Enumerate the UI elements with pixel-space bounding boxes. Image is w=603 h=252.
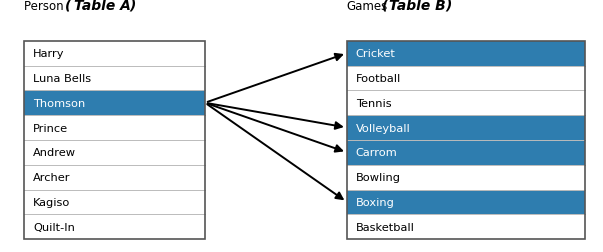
Text: Kagiso: Kagiso	[33, 197, 71, 207]
Text: Games: Games	[347, 0, 388, 13]
Text: Bowling: Bowling	[356, 172, 401, 182]
Bar	[24, 91, 205, 116]
Text: Table A: Table A	[74, 0, 130, 13]
Text: Football: Football	[356, 74, 401, 84]
Bar	[347, 91, 585, 116]
Text: Andrew: Andrew	[33, 148, 76, 158]
Bar	[347, 165, 585, 190]
Text: Person: Person	[24, 0, 68, 13]
Text: Tennis: Tennis	[356, 98, 391, 108]
Text: Cricket: Cricket	[356, 49, 396, 59]
Text: (: (	[65, 0, 72, 13]
Bar	[347, 190, 585, 214]
Text: Harry: Harry	[33, 49, 65, 59]
Bar	[24, 165, 205, 190]
Text: ): )	[445, 0, 452, 13]
Text: Boxing: Boxing	[356, 197, 394, 207]
Bar	[347, 42, 585, 66]
Text: Archer: Archer	[33, 172, 71, 182]
Bar	[24, 214, 205, 239]
Bar	[347, 140, 585, 165]
Bar	[24, 66, 205, 91]
Text: Table B: Table B	[389, 0, 446, 13]
Bar	[347, 42, 585, 239]
Text: (: (	[382, 0, 388, 13]
Bar	[347, 66, 585, 91]
Bar	[24, 42, 205, 66]
Bar	[24, 116, 205, 140]
Bar	[347, 116, 585, 140]
Text: ): )	[130, 0, 136, 13]
Text: Basketball: Basketball	[356, 222, 415, 232]
Text: Quilt-In: Quilt-In	[33, 222, 75, 232]
Bar	[24, 140, 205, 165]
Text: Volleyball: Volleyball	[356, 123, 411, 133]
Bar	[24, 42, 205, 239]
Bar	[347, 214, 585, 239]
Text: Luna Bells: Luna Bells	[33, 74, 91, 84]
Bar	[24, 190, 205, 214]
Text: Prince: Prince	[33, 123, 68, 133]
Text: Carrom: Carrom	[356, 148, 397, 158]
Text: Thomson: Thomson	[33, 98, 86, 108]
